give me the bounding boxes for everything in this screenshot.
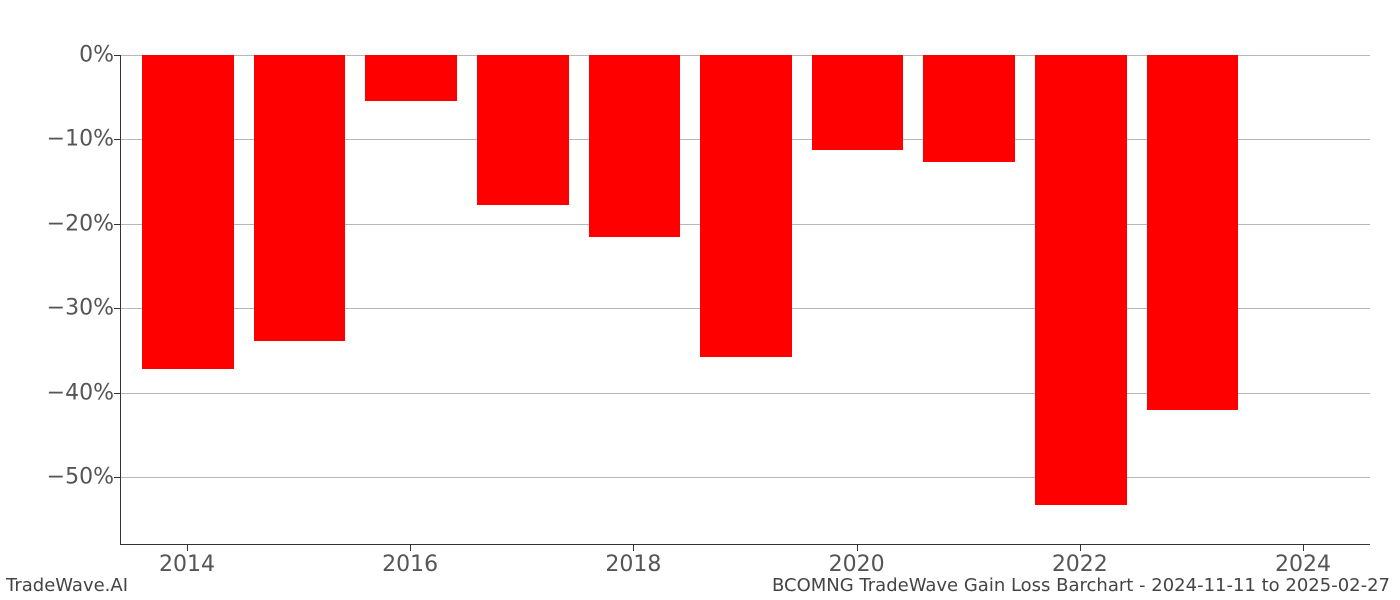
plot-area xyxy=(120,55,1370,545)
bar xyxy=(700,55,792,357)
bar xyxy=(254,55,346,341)
x-tick-label: 2024 xyxy=(1275,552,1331,577)
y-tick-mark xyxy=(114,224,120,225)
bar xyxy=(1035,55,1127,505)
grid-line xyxy=(121,477,1370,478)
x-tick-mark xyxy=(187,545,188,551)
y-tick-mark xyxy=(114,393,120,394)
y-tick-mark xyxy=(114,139,120,140)
bar xyxy=(923,55,1015,162)
x-tick-label: 2018 xyxy=(605,552,661,577)
x-tick-label: 2020 xyxy=(829,552,885,577)
x-tick-label: 2016 xyxy=(382,552,438,577)
y-tick-mark xyxy=(114,55,120,56)
y-tick-label: −30% xyxy=(47,296,114,321)
x-tick-mark xyxy=(857,545,858,551)
y-tick-label: −50% xyxy=(47,465,114,490)
x-tick-mark xyxy=(1303,545,1304,551)
x-tick-mark xyxy=(1080,545,1081,551)
bar xyxy=(589,55,681,237)
y-tick-mark xyxy=(114,308,120,309)
x-tick-label: 2022 xyxy=(1052,552,1108,577)
bar xyxy=(142,55,234,369)
y-tick-label: −40% xyxy=(47,380,114,405)
footer-right-text: BCOMNG TradeWave Gain Loss Barchart - 20… xyxy=(772,575,1390,596)
chart-container: 0% −10% −20% −30% −40% −50% 2014 2016 2018 2020 2… xyxy=(0,0,1400,600)
y-tick-label: −10% xyxy=(47,127,114,152)
bar xyxy=(365,55,457,101)
bar xyxy=(812,55,904,150)
x-tick-mark xyxy=(633,545,634,551)
y-tick-label: −20% xyxy=(47,211,114,236)
bar xyxy=(1147,55,1239,410)
x-tick-label: 2014 xyxy=(159,552,215,577)
bar xyxy=(477,55,569,205)
y-tick-mark xyxy=(114,477,120,478)
footer-left-text: TradeWave.AI xyxy=(6,575,128,596)
y-tick-label: 0% xyxy=(79,43,114,68)
x-tick-mark xyxy=(410,545,411,551)
